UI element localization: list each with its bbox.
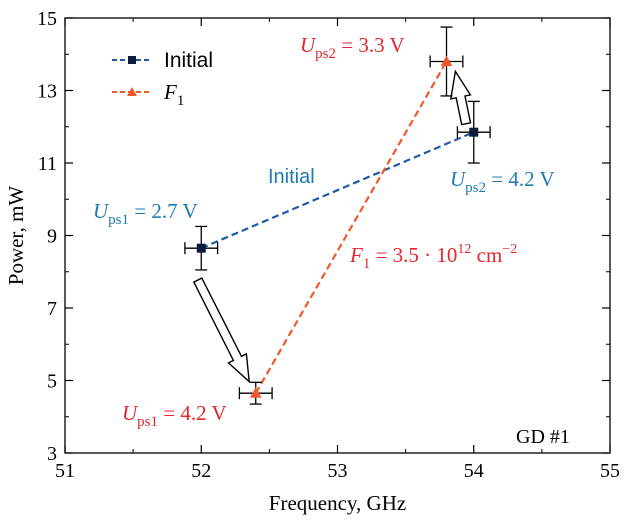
label-f1-fluence: F1 = 3.5 · 1012 cm−2: [349, 242, 517, 272]
series-line-initial: [200, 131, 475, 250]
series-line-f1: [254, 60, 448, 394]
label-ups2-f1: Ups2 = 3.3 V: [300, 33, 405, 62]
data-markers: [196, 55, 479, 398]
y-tick-label: 7: [47, 298, 57, 320]
y-tick-label: 11: [38, 153, 57, 175]
shift-arrow-high: [449, 69, 472, 126]
f1-point: [249, 387, 262, 398]
label-gd1: GD #1: [516, 426, 570, 448]
shift-arrow-low: [192, 277, 251, 384]
f1-point: [440, 55, 453, 66]
shift-arrows: [192, 69, 472, 384]
axes: 51 52 53 54 55 3 5 7 9 11 13 15 Frequency, GHz Power,…: [4, 8, 620, 515]
y-tick-label: 15: [37, 8, 57, 30]
series-lines: [200, 60, 475, 394]
y-tick-label: 13: [37, 81, 57, 103]
initial-point: [196, 243, 206, 253]
initial-point: [469, 127, 479, 137]
y-axis-label: Power, mW: [4, 186, 28, 286]
plot-frame: [64, 17, 611, 454]
label-initial-line: Initial: [268, 166, 315, 188]
y-tick-label: 9: [47, 226, 57, 248]
x-tick-label: 52: [191, 460, 211, 482]
y-tick-label: 3: [47, 443, 57, 465]
x-tick-label: 54: [464, 460, 484, 482]
legend-marker-f1: [127, 87, 137, 96]
legend: Initial F1: [112, 49, 213, 109]
x-tick-label: 55: [600, 460, 620, 482]
legend-label-f1: F1: [163, 80, 184, 109]
label-ups1-f1: Ups1 = 4.2 V: [122, 401, 227, 430]
label-ups2-initial: Ups2 = 4.2 V: [450, 167, 555, 196]
legend-label-initial: Initial: [164, 49, 213, 72]
y-tick-label: 5: [47, 371, 57, 393]
legend-marker-initial: [128, 56, 136, 64]
label-ups1-initial: Ups1 = 2.7 V: [93, 199, 198, 228]
x-axis-label: Frequency, GHz: [269, 491, 406, 515]
annotations: Ups2 = 3.3 V Ups1 = 2.7 V Ups2 = 4.2 V Ups1…: [93, 33, 570, 448]
x-tick-label: 51: [55, 460, 75, 482]
x-tick-label: 53: [328, 460, 348, 482]
